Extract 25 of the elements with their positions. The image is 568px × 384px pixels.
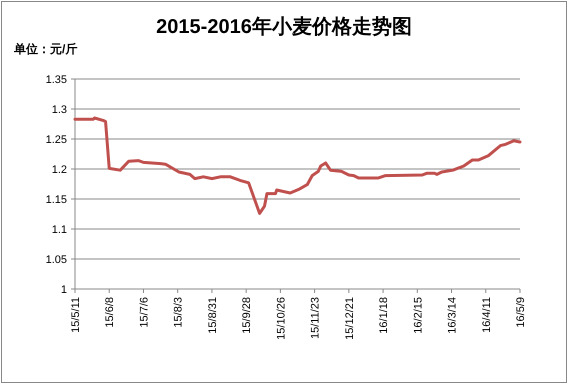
x-tick-label: 15/5/11 bbox=[70, 297, 82, 333]
x-tick-label: 15/8/3 bbox=[172, 297, 185, 328]
x-tick-label: 16/2/15 bbox=[412, 297, 424, 334]
x-tick-label: 15/10/26 bbox=[275, 297, 288, 340]
y-tick-label: 1 bbox=[60, 284, 67, 296]
x-tick-label: 15/12/21 bbox=[344, 297, 356, 340]
x-tick-label: 15/9/28 bbox=[241, 297, 254, 334]
x-tick-label: 15/11/23 bbox=[310, 297, 322, 340]
y-tick-label: 1.25 bbox=[46, 134, 67, 146]
chart-title: 2015-2016年小麦价格走势图 bbox=[156, 16, 412, 38]
y-tick-label: 1.15 bbox=[46, 194, 67, 206]
y-axis-title: 单位：元/斤 bbox=[13, 42, 78, 56]
x-tick-label: 16/1/18 bbox=[378, 297, 390, 334]
y-tick-label: 1.35 bbox=[46, 74, 67, 86]
x-tick-label: 15/8/31 bbox=[206, 297, 219, 334]
y-tick-label: 1.2 bbox=[52, 164, 67, 176]
y-tick-label: 1.1 bbox=[52, 224, 67, 236]
x-tick-label: 15/6/8 bbox=[104, 297, 116, 328]
y-tick-label: 1.05 bbox=[46, 254, 67, 266]
x-tick-label: 16/4/11 bbox=[480, 297, 493, 333]
x-tick-label: 15/7/6 bbox=[138, 297, 150, 328]
line-series bbox=[74, 116, 522, 215]
y-tick-label: 1.3 bbox=[52, 104, 67, 116]
x-tick-label: 16/3/14 bbox=[446, 297, 459, 334]
x-tick-label: 16/5/9 bbox=[515, 297, 527, 328]
